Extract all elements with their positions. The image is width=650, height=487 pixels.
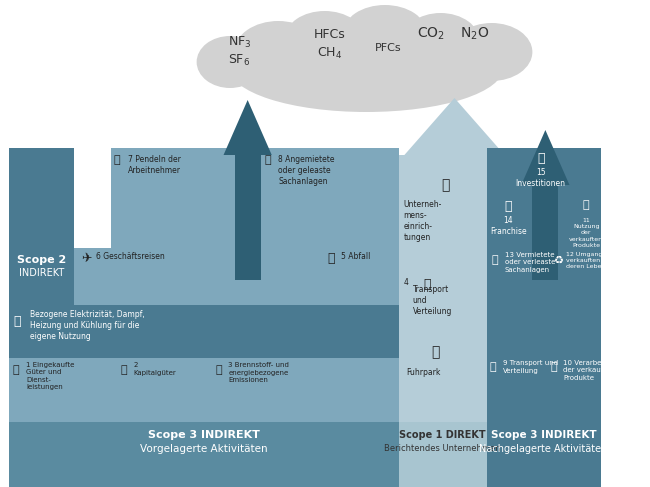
Text: 🛒: 🛒 (13, 365, 20, 375)
Text: CH$_4$: CH$_4$ (317, 46, 342, 61)
Text: 4: 4 (404, 278, 408, 287)
Polygon shape (9, 305, 399, 358)
Text: ⏻: ⏻ (13, 315, 21, 328)
Ellipse shape (450, 23, 532, 81)
Text: INDIREKT: INDIREKT (19, 268, 64, 278)
Polygon shape (532, 185, 558, 280)
Text: HFCs: HFCs (313, 28, 345, 41)
Text: 🚢: 🚢 (423, 278, 430, 291)
Text: 9 Transport und
Verteilung: 9 Transport und Verteilung (502, 360, 558, 374)
Text: Transport
und
Verteilung: Transport und Verteilung (413, 285, 452, 316)
Text: 11
Nutzung
der
verkauften
Produkte: 11 Nutzung der verkauften Produkte (569, 218, 603, 248)
Polygon shape (487, 148, 601, 248)
Polygon shape (9, 248, 399, 305)
Ellipse shape (343, 5, 426, 61)
Text: 6 Geschäftsreisen: 6 Geschäftsreisen (96, 252, 165, 261)
Text: 🏠: 🏠 (265, 155, 271, 165)
Text: ♻: ♻ (552, 255, 563, 265)
Ellipse shape (234, 21, 322, 83)
Text: 🔋: 🔋 (215, 365, 222, 375)
Text: 3 Brennstoff- und
energiebezogene
Emissionen: 3 Brennstoff- und energiebezogene Emissi… (228, 362, 289, 383)
Text: 14
Franchise: 14 Franchise (490, 216, 526, 236)
Text: 10 Verarbeitung
der verkauften
Produkte: 10 Verarbeitung der verkauften Produkte (563, 360, 619, 381)
Text: 🚃: 🚃 (113, 155, 120, 165)
Text: 🏭: 🏭 (550, 362, 556, 372)
Text: 12 Umgang mit
verkauften Produkten an
deren Lebenszyklusende: 12 Umgang mit verkauften Produkten an de… (566, 252, 644, 269)
Polygon shape (487, 248, 601, 358)
Text: Bezogene Elektrizität, Dampf,
Heizung und Kühlung für die
eigene Nutzung: Bezogene Elektrizität, Dampf, Heizung un… (30, 310, 144, 341)
Text: 13 Vermietete
oder verleaste
Sachanlagen: 13 Vermietete oder verleaste Sachanlagen (504, 252, 555, 273)
Text: 🏗: 🏗 (121, 365, 127, 375)
Polygon shape (9, 422, 399, 487)
Text: 💡: 💡 (583, 200, 590, 210)
Text: CO$_2$: CO$_2$ (417, 26, 445, 42)
Polygon shape (399, 155, 487, 422)
Polygon shape (235, 155, 261, 280)
Text: Scope 3 INDIREKT: Scope 3 INDIREKT (491, 430, 596, 440)
Text: Vorgelagerte Aktivitäten: Vorgelagerte Aktivitäten (140, 444, 268, 454)
Text: Fuhrpark: Fuhrpark (406, 368, 441, 377)
Polygon shape (399, 422, 487, 487)
Ellipse shape (229, 24, 503, 112)
Text: ✈: ✈ (82, 252, 92, 265)
Text: Scope 2: Scope 2 (17, 255, 66, 265)
Polygon shape (521, 130, 569, 185)
Ellipse shape (401, 13, 480, 71)
Text: NF$_3$: NF$_3$ (227, 35, 251, 50)
Text: 7 Pendeln der
Arbeitnehmer: 7 Pendeln der Arbeitnehmer (128, 155, 181, 175)
Text: 1 Eingekaufte
Güter und
Dienst-
leistungen: 1 Eingekaufte Güter und Dienst- leistung… (26, 362, 74, 391)
Text: 🚢: 🚢 (489, 362, 497, 372)
Text: 15
Investitionen: 15 Investitionen (515, 168, 566, 188)
Text: 🚗: 🚗 (432, 345, 440, 359)
Text: N$_2$O: N$_2$O (460, 26, 489, 42)
Polygon shape (9, 148, 74, 305)
Text: 8 Angemietete
oder geleaste
Sachanlagen: 8 Angemietete oder geleaste Sachanlagen (278, 155, 335, 186)
Text: SF$_6$: SF$_6$ (228, 53, 250, 68)
Text: 🏠: 🏠 (491, 255, 498, 265)
Text: Scope 3 INDIREKT: Scope 3 INDIREKT (148, 430, 260, 440)
Polygon shape (419, 155, 491, 422)
Text: 💰: 💰 (537, 152, 545, 165)
Text: 5 Abfall: 5 Abfall (341, 252, 370, 261)
Text: 🏢: 🏢 (504, 200, 512, 213)
Polygon shape (487, 358, 601, 422)
Polygon shape (487, 422, 601, 487)
Polygon shape (404, 98, 504, 155)
Text: Nachgelagerte Aktivitäten: Nachgelagerte Aktivitäten (479, 444, 608, 454)
Ellipse shape (197, 36, 263, 88)
Text: 🏛: 🏛 (441, 178, 449, 192)
Text: Unterneh-
mens-
einrich-
tungen: Unterneh- mens- einrich- tungen (404, 200, 442, 243)
Text: Berichtendes Unternehmen: Berichtendes Unternehmen (384, 444, 500, 453)
Text: Scope 1 DIREKT: Scope 1 DIREKT (399, 430, 486, 440)
Ellipse shape (285, 11, 364, 65)
Polygon shape (9, 358, 399, 422)
Polygon shape (224, 100, 272, 155)
Text: 🗑: 🗑 (328, 252, 335, 265)
Text: PFCs: PFCs (374, 43, 401, 53)
Polygon shape (111, 148, 399, 248)
Text: 2
Kapitalgüter: 2 Kapitalgüter (133, 362, 176, 375)
